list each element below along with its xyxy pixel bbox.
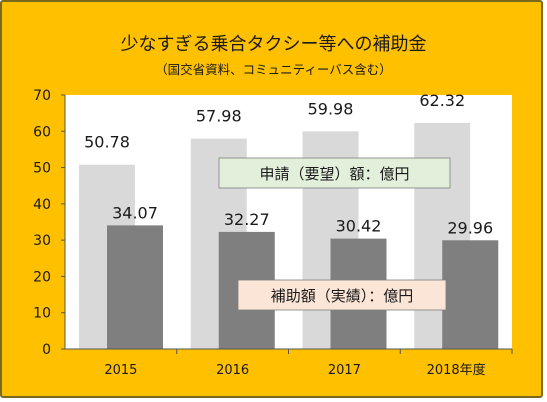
legend-label-actual: 補助額（実績）：億円 [271,287,414,305]
y-tick-label: 60 [33,124,51,140]
data-label-request: 50.78 [84,133,130,152]
data-label-actual: 32.27 [224,210,270,229]
legend-box-actual [237,279,447,311]
bar-actual-0 [107,225,163,349]
data-label-request: 59.98 [308,99,354,118]
chart-title: 少なすぎる乗合タクシー等への補助金 [120,34,427,55]
y-tick-label: 30 [33,233,51,249]
x-tick-label: 2016 [216,363,249,378]
y-tick-label: 20 [33,269,51,285]
legend-box-request [218,157,451,189]
data-label-request: 57.98 [196,107,242,126]
x-tick-label: 2015 [104,363,137,378]
y-tick-label: 0 [42,342,51,358]
data-label-actual: 29.96 [447,218,493,237]
chart-subtitle: （国交省資料、コミュニティーバス含む） [155,62,392,77]
legend-label-request: 申請（要望）額：億円 [259,165,409,183]
data-label-actual: 30.42 [336,217,382,236]
y-tick-label: 40 [33,197,51,213]
data-label-request: 62.32 [419,91,465,110]
y-tick-label: 10 [33,306,51,322]
y-tick-label: 50 [33,161,51,177]
x-tick-label: 2017 [328,363,361,378]
bar-actual-3 [442,240,499,349]
y-tick-label: 70 [33,88,51,104]
data-label-actual: 34.07 [112,203,158,222]
x-tick-label: 2018年度 [427,362,486,378]
